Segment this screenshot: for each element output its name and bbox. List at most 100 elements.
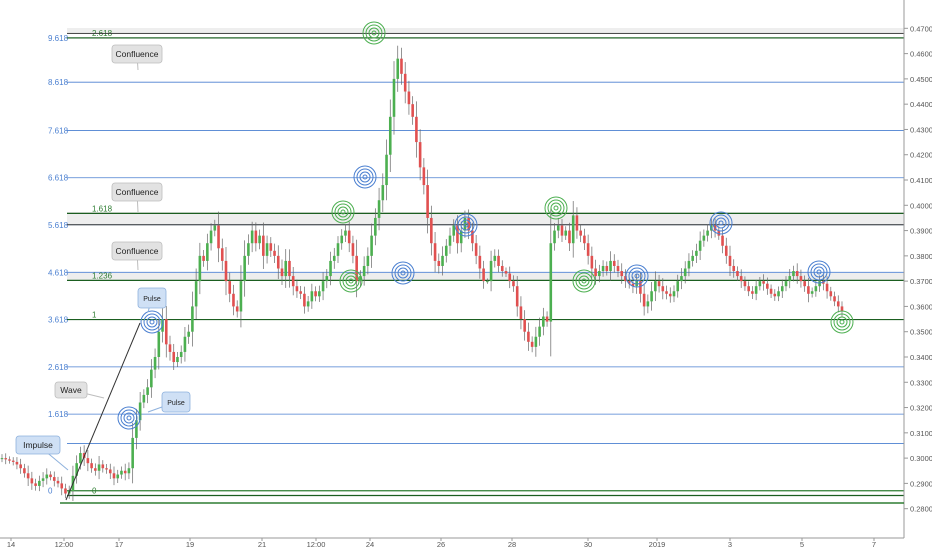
candle-body [150,369,153,388]
candle-body [202,255,205,261]
candle-body [680,276,683,282]
x-tick-label: 26 [437,540,445,549]
fib-retracement-label: 0 [92,487,97,496]
candle-body [94,468,97,471]
candle-body [8,459,11,461]
candle-body [41,478,45,481]
candle-body [217,225,220,249]
candle-body [273,250,276,256]
candle-body [400,58,403,74]
candle-body [441,255,444,266]
candle-body [616,265,620,272]
candle-body [344,230,347,236]
candle-body [736,271,739,277]
candle-body [30,478,34,484]
target-ring [123,412,135,424]
candle-body [467,217,470,231]
candle-body [262,235,265,256]
candle-body [0,458,4,460]
callout-label: Confluence [115,49,158,59]
target-ring [581,278,587,284]
callout-label: Pulse [167,400,185,407]
target-ring [457,216,475,234]
candle-body [706,230,709,236]
candle-body [359,276,362,282]
candle-body [504,271,508,274]
candle-body [288,260,291,277]
candle-body [493,255,497,261]
fib-extension-label: 1.618 [48,410,69,419]
candle-body [135,420,138,438]
candle-body [407,91,411,105]
target-ring [463,222,469,228]
candle-body [527,331,530,342]
target-marker [807,260,831,284]
target-marker [544,196,568,220]
x-tick-label: 17 [115,540,123,549]
candle-body [777,291,780,297]
target-ring [547,199,565,217]
candle-body [519,306,523,320]
fib-extension-label: 8.618 [48,78,69,87]
candle-body [235,306,239,312]
candle-body [665,291,668,294]
x-tick-label: 7 [872,540,876,549]
candle-body [766,283,769,289]
candle-body [751,291,754,294]
candle-body [642,293,646,307]
target-ring [149,319,155,325]
candle-body [639,281,642,294]
candles [0,45,844,502]
x-tick-label: 3 [728,540,732,549]
candle-body [108,469,112,474]
candle-body [381,185,385,201]
callout-label: Confluence [115,187,158,197]
candle-body [153,356,157,370]
callout-box [15,435,61,455]
candle-body [646,301,650,307]
target-ring [631,270,643,282]
candle-body [654,281,657,292]
target-ring [348,278,354,284]
candle-body [11,460,15,462]
candle-body [478,255,482,269]
candle-body [15,461,19,465]
candle-body [310,291,314,302]
candle-body [299,291,302,294]
candle-body [605,265,609,272]
candle-body [568,230,571,244]
candle-body [444,245,448,256]
candle-body [829,291,833,297]
candle-body [456,225,459,244]
candle-body [784,281,788,287]
confluence-band [67,273,904,281]
candle-body [717,230,721,236]
candle-body [732,265,736,272]
candle-body [795,271,799,277]
fib-retracement-label: 1.236 [92,271,113,280]
candle-body [538,326,541,337]
candle-body [579,230,582,236]
target-marker [572,269,596,293]
callout-box [161,391,191,413]
candle-body [437,260,441,266]
candle-body [672,291,676,297]
candle-body [508,273,512,282]
target-ring [712,214,730,232]
candle-body [86,458,90,464]
target-ring [454,213,478,237]
candle-body [64,488,67,494]
target-ring [830,310,854,334]
candle-body [194,281,198,307]
candle-body [833,296,836,302]
target-ring [365,24,383,42]
candle-body [452,225,456,236]
candle-body [4,458,8,460]
candle-body [683,268,687,277]
candle-body [377,200,381,218]
